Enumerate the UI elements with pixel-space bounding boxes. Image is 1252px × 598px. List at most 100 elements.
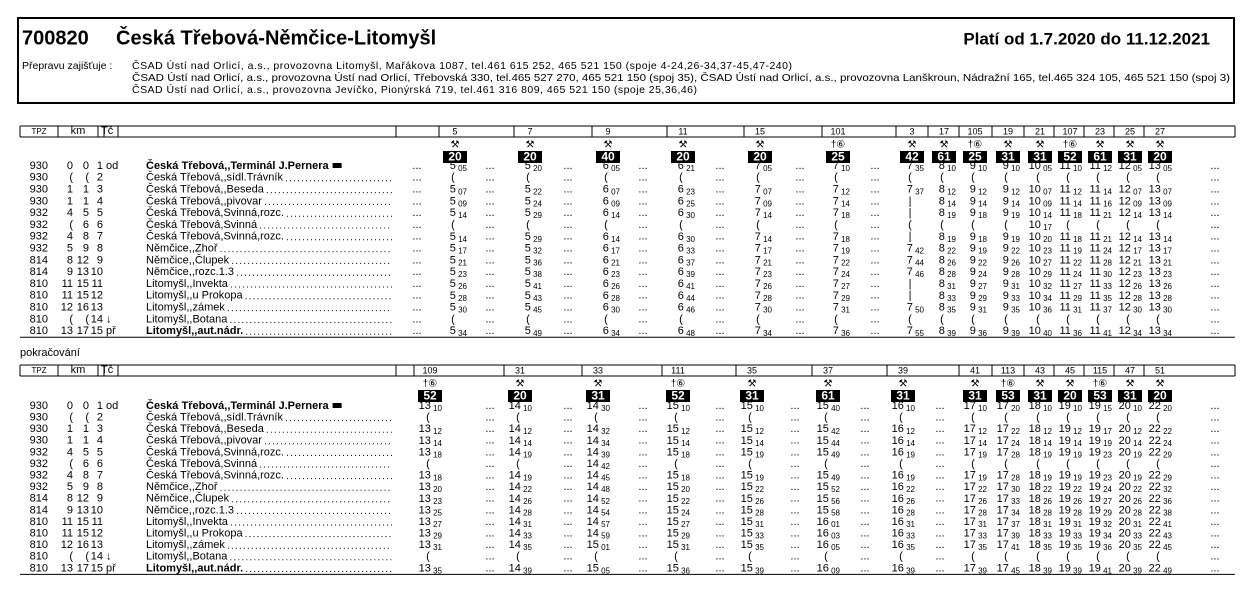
time: (: [679, 313, 683, 325]
time: 7 55: [907, 325, 925, 338]
time: 12 26: [1119, 278, 1143, 291]
time: 16 35: [892, 539, 916, 552]
km: 13: [77, 504, 89, 516]
time: (: [1096, 172, 1100, 184]
time: 6 23: [678, 184, 696, 197]
time: 6 26: [603, 278, 621, 291]
time: 18 35: [1029, 539, 1053, 552]
time: 9 14: [970, 195, 988, 208]
filler: ...: [563, 207, 572, 219]
train-number: 51: [1155, 365, 1165, 375]
time: 17 22: [997, 423, 1021, 436]
stop-number: 3: [97, 423, 103, 435]
time: 16 33: [892, 528, 916, 541]
filler: ...: [870, 219, 879, 231]
filler: ...: [563, 172, 572, 184]
km: (: [85, 551, 89, 563]
time: 10 32: [1029, 278, 1053, 291]
time: 12 21: [1119, 254, 1143, 267]
train-number: 105: [967, 126, 982, 136]
km: 8: [67, 254, 73, 266]
filler: ...: [563, 231, 572, 243]
time: 15 05: [587, 562, 611, 575]
train-number: 101: [830, 126, 845, 136]
badge: [900, 151, 924, 163]
filler: ...: [1210, 313, 1219, 325]
train-symbol: ⚒: [1096, 140, 1105, 151]
time: 6 37: [678, 254, 696, 267]
time: (: [940, 313, 944, 325]
train-symbol: ⚒: [604, 140, 613, 151]
time: 15 14: [741, 435, 765, 448]
badge: [666, 390, 690, 402]
time: 22 24: [1149, 435, 1173, 448]
filler: ...: [790, 528, 799, 540]
tpz: 932: [30, 231, 48, 243]
filler: ...: [638, 172, 647, 184]
time: 7 46: [907, 266, 925, 279]
badge-number: 20: [1153, 389, 1167, 403]
time: 18 12: [1029, 423, 1053, 436]
time: 15 18: [667, 470, 691, 483]
train-symbol: ⚒: [679, 140, 688, 151]
badge: [443, 151, 467, 163]
time: 15 19: [741, 446, 765, 459]
filler: ...: [715, 172, 724, 184]
badge-number: 20: [448, 150, 462, 164]
tpz: 810: [30, 290, 48, 302]
station-name: Česká Třebová,,pivovar: [146, 434, 262, 447]
time: 14 19: [509, 470, 533, 483]
col-header: Tč: [101, 125, 114, 137]
time: 5 07: [450, 184, 468, 197]
filler: ...: [795, 325, 804, 337]
filler: ...: [563, 470, 572, 482]
time: 13 34: [1149, 325, 1173, 338]
time: 12 14: [1119, 207, 1143, 220]
time: 7 07: [755, 184, 773, 197]
train-number: 15: [755, 126, 765, 136]
time: 11 12: [1059, 184, 1082, 197]
badge: [1118, 151, 1142, 163]
filler: ...: [1210, 481, 1219, 493]
filler: ...: [1210, 302, 1219, 314]
filler: ...: [935, 412, 944, 424]
time: 19 33: [1059, 528, 1083, 541]
time: 15 49: [817, 446, 841, 459]
filler: ...: [1210, 195, 1219, 207]
time: 20 26: [1119, 493, 1143, 506]
time: 11 35: [1089, 290, 1112, 303]
filler: ...: [935, 493, 944, 505]
filler: ...: [638, 435, 647, 447]
time: (: [756, 313, 760, 325]
time: 5 05: [450, 160, 468, 173]
badge-number: 40: [601, 150, 615, 164]
filler: ...: [860, 551, 869, 563]
stop-number: 15: [91, 562, 103, 574]
filler: ...: [1210, 219, 1219, 231]
time: 15 35: [741, 539, 765, 552]
filler: ...: [935, 562, 944, 574]
filler: ...: [715, 435, 724, 447]
filler: ...: [715, 481, 724, 493]
stop-number: 11: [92, 516, 103, 528]
train-symbol: ⚒: [908, 140, 917, 151]
filler: ...: [715, 219, 724, 231]
time: 18 39: [1029, 562, 1053, 575]
time: 9 39: [1003, 325, 1021, 338]
time: 11 19: [1059, 243, 1082, 256]
time: (: [1066, 458, 1070, 470]
time: (: [1156, 458, 1160, 470]
time: (: [604, 172, 608, 184]
station-name: Česká Třebová,Svinná,rozc.: [146, 445, 284, 458]
km: (: [85, 172, 89, 184]
filler: ...: [715, 539, 724, 551]
filler: ...: [715, 302, 724, 314]
km: (: [69, 172, 73, 184]
time: 20 14: [1119, 435, 1143, 448]
time: 12 17: [1119, 243, 1143, 256]
train-number: 39: [898, 365, 908, 375]
time: 9 28: [1003, 266, 1021, 279]
time: 5 14: [450, 231, 468, 244]
time: 17 10: [964, 400, 988, 413]
filler: ...: [870, 254, 879, 266]
